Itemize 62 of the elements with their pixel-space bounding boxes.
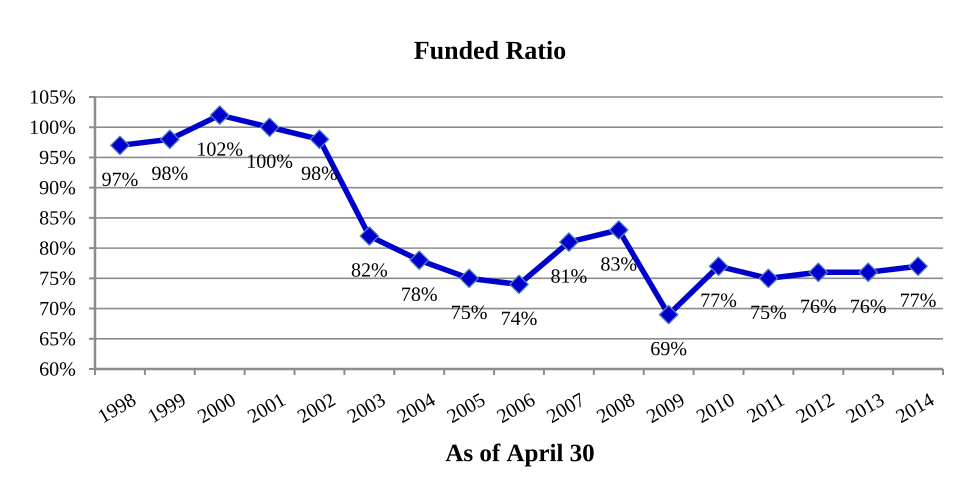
- point: [110, 136, 130, 156]
- x-tick-label: 2003: [346, 394, 385, 424]
- point: [608, 220, 629, 240]
- point: [160, 129, 180, 150]
- x-tick-label: 2010: [696, 394, 734, 424]
- x-tick-label: 2000: [197, 394, 235, 424]
- y-tick-label: 65%: [40, 332, 76, 346]
- point: [908, 256, 928, 276]
- y-tick-label: 60%: [40, 362, 76, 376]
- data-label: 75%: [452, 306, 487, 320]
- data-label: 100%: [248, 154, 292, 168]
- data-label: 77%: [702, 293, 736, 308]
- x-tick-label: 2005: [446, 393, 485, 424]
- x-tick-label: 2011: [746, 394, 785, 423]
- y-tick-label: 85%: [40, 211, 76, 225]
- x-tick-label: 2001: [247, 394, 286, 424]
- x-tick-label: 2007: [546, 392, 581, 424]
- point: [509, 274, 529, 294]
- y-tick-label: 105%: [30, 90, 76, 104]
- data-label: 82%: [352, 263, 388, 277]
- point: [708, 256, 728, 276]
- point: [360, 226, 380, 246]
- x-tick-label: 2013: [846, 394, 884, 424]
- point: [658, 304, 678, 324]
- data-label: 83%: [601, 257, 636, 271]
- data-label: 69%: [651, 342, 686, 356]
- point: [808, 262, 828, 282]
- x-tick-label: 1999: [148, 394, 185, 423]
- chart-title: Funded Ratio: [414, 40, 566, 60]
- y-tick-label: 95%: [40, 150, 76, 164]
- data-label: 74%: [502, 312, 537, 326]
- x-tick-label: 2004: [396, 393, 435, 424]
- point: [260, 117, 280, 138]
- y-tick-label: 100%: [30, 120, 76, 134]
- y-tick-label: 70%: [40, 302, 76, 316]
- data-label: 75%: [751, 306, 786, 320]
- point: [310, 129, 330, 150]
- x-axis-title: As of April 30: [446, 444, 594, 466]
- y-tick-label: 75%: [40, 272, 76, 286]
- point: [858, 262, 878, 282]
- data-label: 76%: [851, 300, 886, 314]
- data-label: 81%: [551, 269, 587, 283]
- x-tick-label: 2002: [297, 394, 336, 424]
- x-tick-label: 1998: [98, 394, 136, 423]
- data-label: 76%: [801, 300, 836, 314]
- y-tick-label: 90%: [40, 180, 76, 194]
- data-label: 77%: [901, 293, 936, 308]
- x-tick-label: 2014: [896, 393, 934, 424]
- data-label: 102%: [198, 142, 242, 156]
- x-tick-label: 2008: [596, 394, 634, 424]
- y-tick-label: 80%: [40, 241, 76, 255]
- data-label: 97%: [102, 172, 138, 186]
- point: [459, 268, 479, 288]
- point: [559, 232, 579, 252]
- x-tick-label: 2012: [796, 394, 835, 424]
- data-label: 78%: [402, 287, 437, 301]
- x-tick-label: 2009: [646, 394, 684, 424]
- point: [210, 105, 230, 125]
- point: [409, 250, 430, 270]
- data-label: 98%: [152, 166, 188, 180]
- x-tick-label: 2006: [496, 393, 535, 424]
- point: [758, 268, 778, 288]
